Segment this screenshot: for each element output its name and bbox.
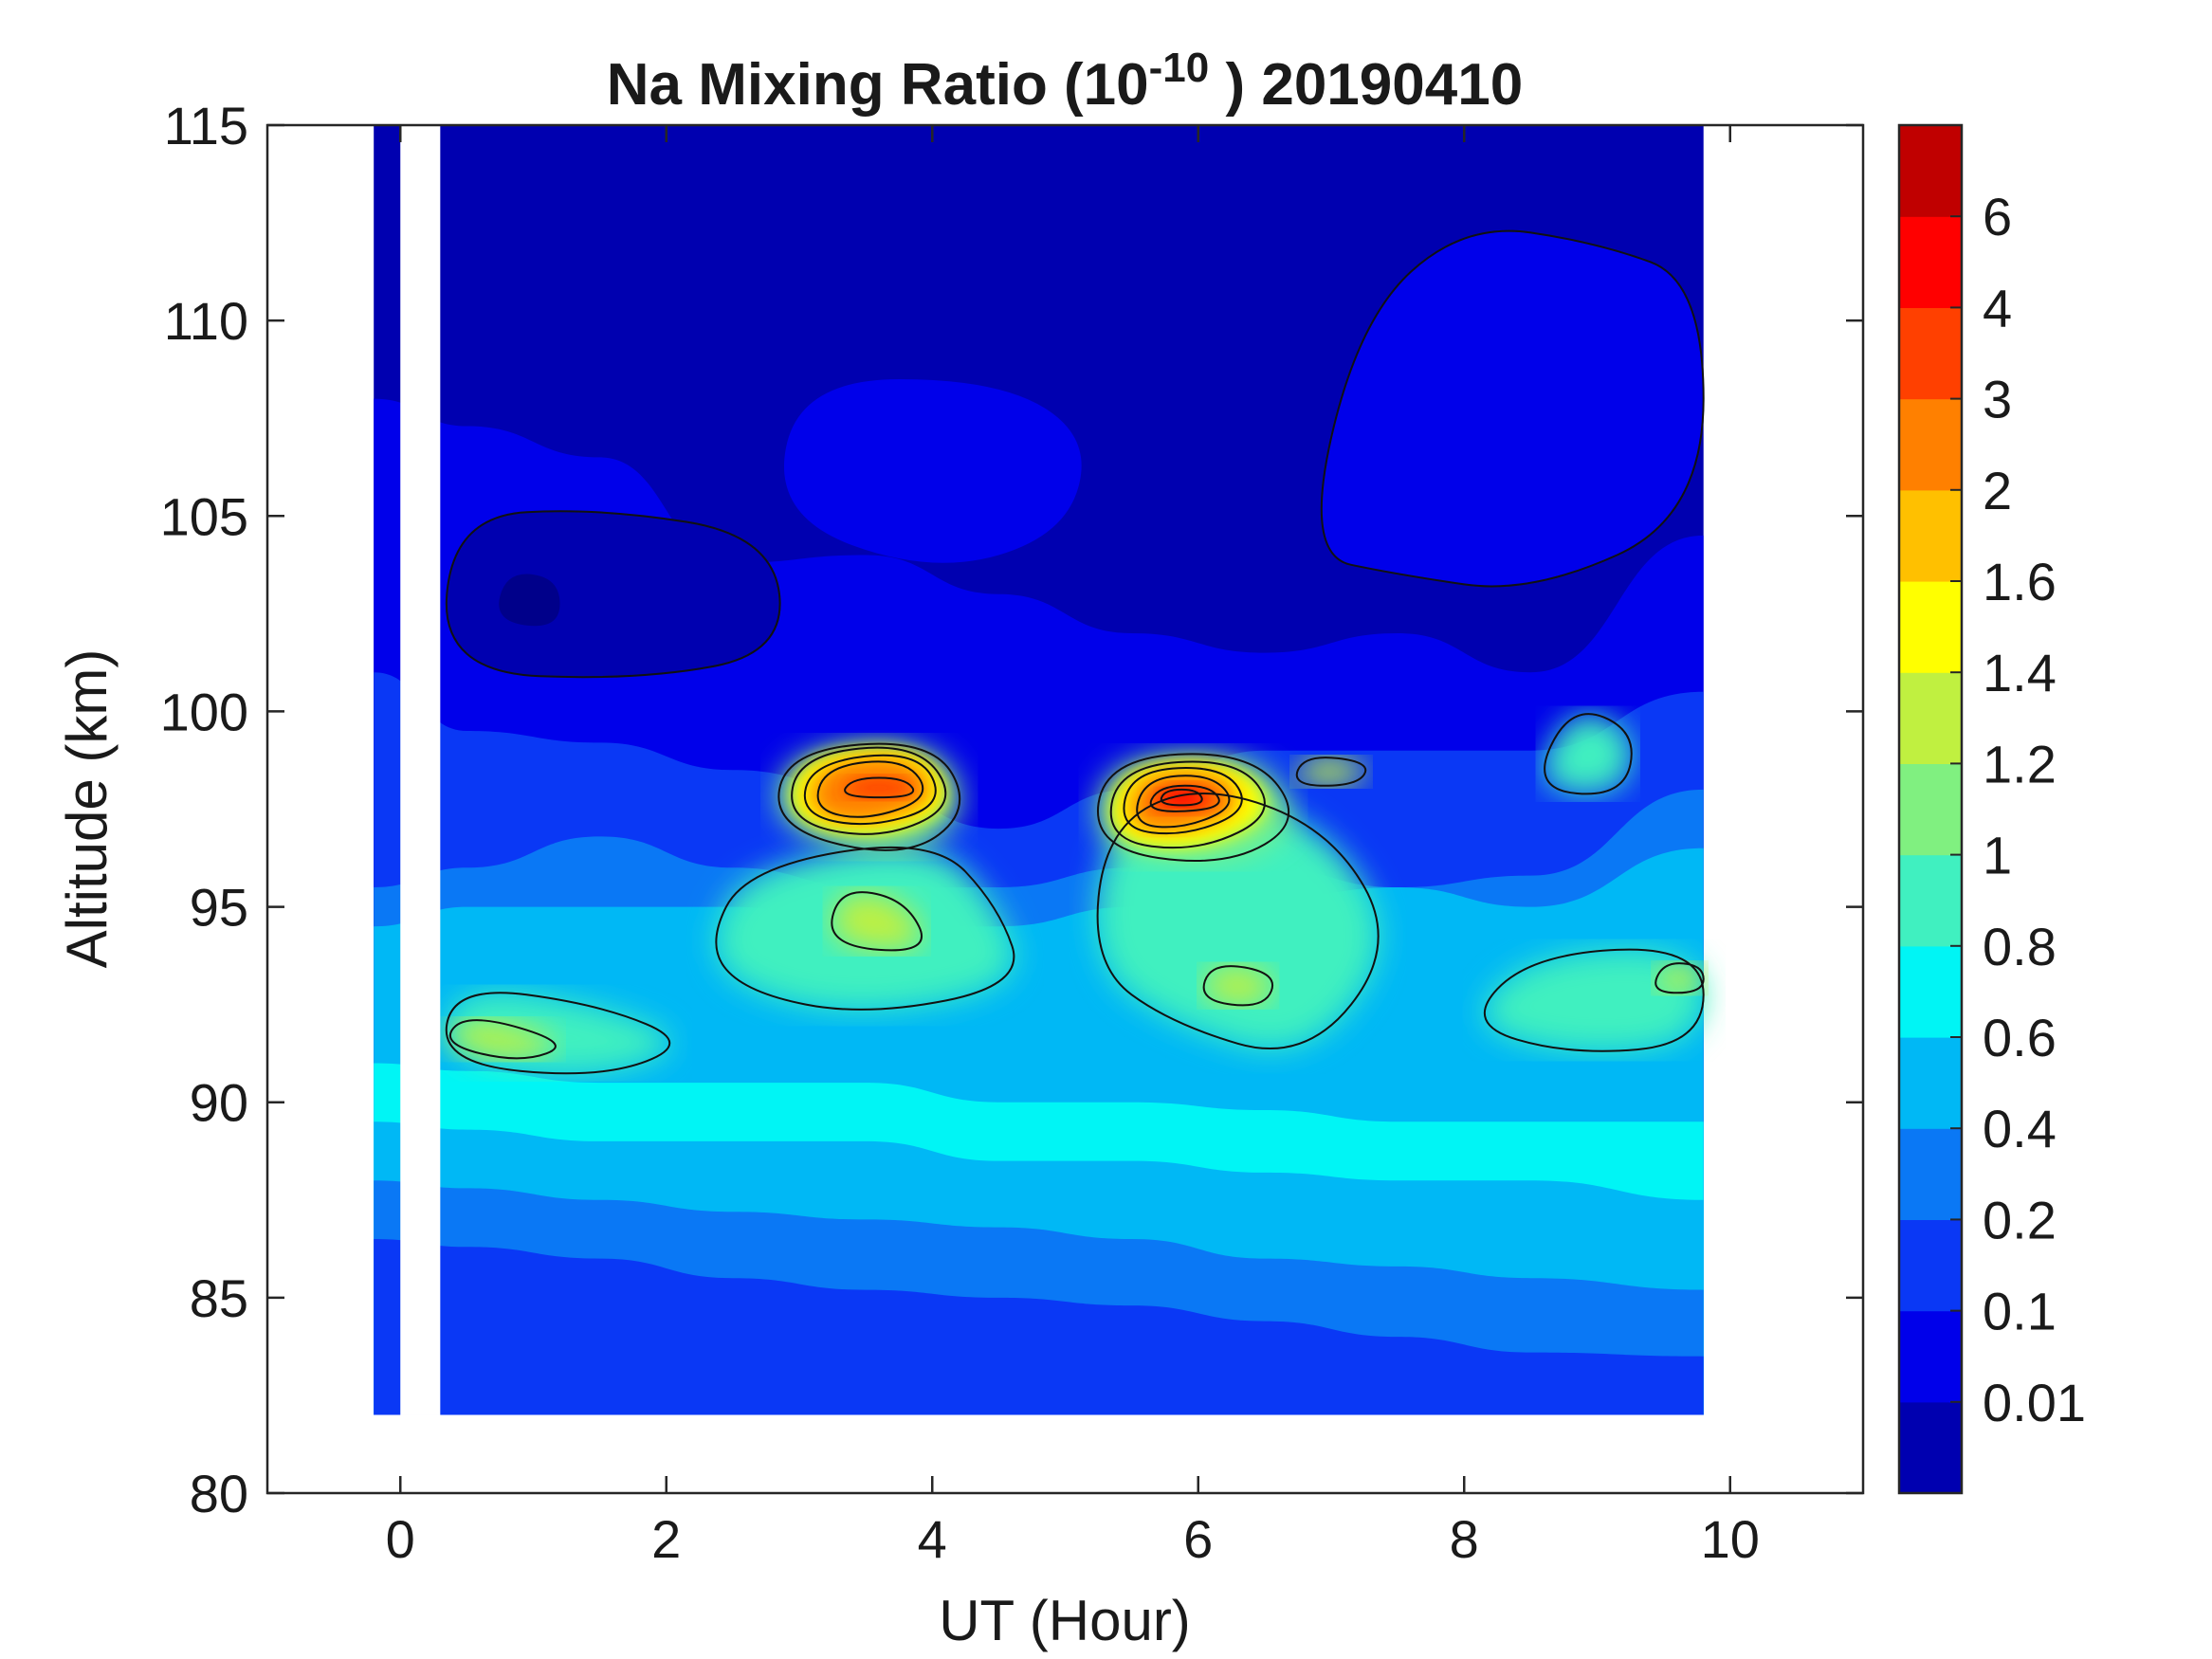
contour-blob-9 bbox=[449, 1020, 556, 1059]
contour-blob-10 bbox=[1296, 757, 1366, 786]
data-missing-bottom bbox=[374, 1414, 1704, 1493]
y-tick-label: 105 bbox=[160, 486, 248, 546]
contour-line-3 bbox=[1544, 713, 1633, 795]
contour-line-0 bbox=[715, 846, 1015, 1011]
y-tick-label: 80 bbox=[190, 1464, 248, 1523]
contour-blob-3 bbox=[1545, 714, 1632, 794]
contour-line-2 bbox=[445, 992, 671, 1075]
blob-upper-mid bbox=[783, 379, 1082, 563]
x-axis: 0 2 4 6 8 10 bbox=[386, 125, 1760, 1569]
colorbar-segment bbox=[1899, 1037, 1962, 1129]
x-axis-label: UT (Hour) bbox=[939, 1589, 1191, 1652]
colorbar-label: 0.8 bbox=[1983, 917, 2057, 976]
contour-line-8 bbox=[1202, 965, 1273, 1007]
y-tick-label: 110 bbox=[164, 291, 248, 351]
contour-line-22 bbox=[1320, 229, 1705, 588]
colorbar-label: 1.4 bbox=[1983, 643, 2057, 702]
chart-title: Na Mixing Ratio (10-10 ) 20190410 bbox=[607, 45, 1523, 118]
x-tick-label: 8 bbox=[1450, 1509, 1479, 1569]
title-suffix: ) 20190410 bbox=[1209, 52, 1523, 118]
colorbar: 0.01 0.1 0.2 0.4 0.6 0.8 1 1.2 1.4 1.6 2 3 4 6 bbox=[1897, 123, 2086, 1495]
contour-line-18 bbox=[844, 776, 915, 799]
contour-line-6 bbox=[1096, 753, 1290, 863]
colorbar-segment bbox=[1899, 125, 1962, 217]
band-level-2-7 bbox=[374, 1239, 1704, 1415]
blob-low-2 bbox=[499, 574, 560, 627]
colorbar-label: 4 bbox=[1983, 278, 2012, 337]
colorbar-segment bbox=[1899, 1401, 1962, 1494]
x-tick-label: 2 bbox=[651, 1509, 681, 1569]
colorbar-label: 1.2 bbox=[1983, 734, 2057, 793]
contour-line-12 bbox=[791, 746, 947, 835]
colorbar-label: 1.6 bbox=[1983, 552, 2057, 611]
contour-blob-11 bbox=[1655, 963, 1704, 994]
colorbar-segment bbox=[1899, 398, 1962, 491]
y-tick-label: 85 bbox=[190, 1268, 248, 1328]
colorbar-label: 0.4 bbox=[1983, 1099, 2057, 1158]
contour-line-9 bbox=[448, 1019, 557, 1060]
y-tick-label: 90 bbox=[190, 1073, 248, 1133]
colorbar-frame bbox=[1897, 123, 1964, 1495]
colorbar-label: 1 bbox=[1983, 826, 2012, 885]
contour-blob-7 bbox=[832, 892, 923, 951]
y-tick-label: 100 bbox=[160, 682, 248, 741]
colorbar-segment bbox=[1899, 307, 1962, 400]
colorbar-label: 2 bbox=[1983, 461, 2012, 520]
title-prefix: Na Mixing Ratio (10 bbox=[607, 52, 1149, 118]
colorbar-segment bbox=[1899, 945, 1962, 1038]
blob-low-1 bbox=[446, 511, 780, 678]
contour-line-7 bbox=[831, 891, 923, 952]
colorbar-label: 0.1 bbox=[1983, 1282, 2057, 1341]
contour-line-19 bbox=[1149, 784, 1220, 812]
contour-line-11 bbox=[1654, 962, 1705, 994]
x-tick-label: 4 bbox=[918, 1509, 947, 1569]
plot-frame bbox=[265, 123, 1865, 1495]
contour-field bbox=[374, 125, 1705, 1493]
contour-line-21 bbox=[445, 510, 781, 679]
colorbar-segment bbox=[1899, 1128, 1962, 1220]
x-tick-label: 6 bbox=[1183, 1509, 1213, 1569]
colorbar-segment bbox=[1899, 854, 1962, 947]
colorbar-label: 0.2 bbox=[1983, 1190, 2057, 1249]
colorbar-segment bbox=[1899, 672, 1962, 764]
contour-line-13 bbox=[1109, 760, 1266, 849]
colorbar-label: 6 bbox=[1983, 187, 2012, 246]
colorbar-segment bbox=[1899, 489, 1962, 582]
contour-line-20 bbox=[1160, 788, 1203, 807]
contour-blob-4 bbox=[1484, 949, 1704, 1051]
contour-line-17 bbox=[1136, 775, 1231, 829]
colorbar-segment bbox=[1899, 581, 1962, 673]
contour-line-10 bbox=[1295, 757, 1367, 787]
contour-blob-18 bbox=[845, 777, 914, 798]
colorbar-segment bbox=[1899, 216, 1962, 308]
colorbar-segment bbox=[1899, 1219, 1962, 1312]
title-superscript: -10 bbox=[1149, 45, 1210, 91]
blob-upper-right bbox=[1321, 230, 1704, 587]
x-tick-label: 10 bbox=[1701, 1509, 1760, 1569]
contour-line-14 bbox=[803, 754, 937, 826]
contour-line-4 bbox=[1483, 948, 1705, 1052]
data-gap-0 bbox=[400, 125, 441, 1415]
colorbar-segment bbox=[1899, 763, 1962, 856]
y-axis-label: Altitude (km) bbox=[55, 649, 119, 969]
y-tick-label: 95 bbox=[190, 878, 248, 938]
colorbar-label: 0.6 bbox=[1983, 1008, 2057, 1067]
colorbar-segment bbox=[1899, 1310, 1962, 1403]
colorbar-label: 0.01 bbox=[1983, 1373, 2086, 1432]
y-axis: 80 85 90 95 100 105 110 115 bbox=[160, 96, 1863, 1523]
contour-line-16 bbox=[816, 760, 924, 818]
contour-line-5 bbox=[777, 742, 961, 851]
contour-line-15 bbox=[1123, 767, 1243, 835]
colorbar-label: 3 bbox=[1983, 370, 2012, 429]
y-tick-label: 115 bbox=[164, 96, 248, 155]
contour-blob-8 bbox=[1203, 966, 1273, 1006]
x-tick-label: 0 bbox=[386, 1509, 415, 1569]
